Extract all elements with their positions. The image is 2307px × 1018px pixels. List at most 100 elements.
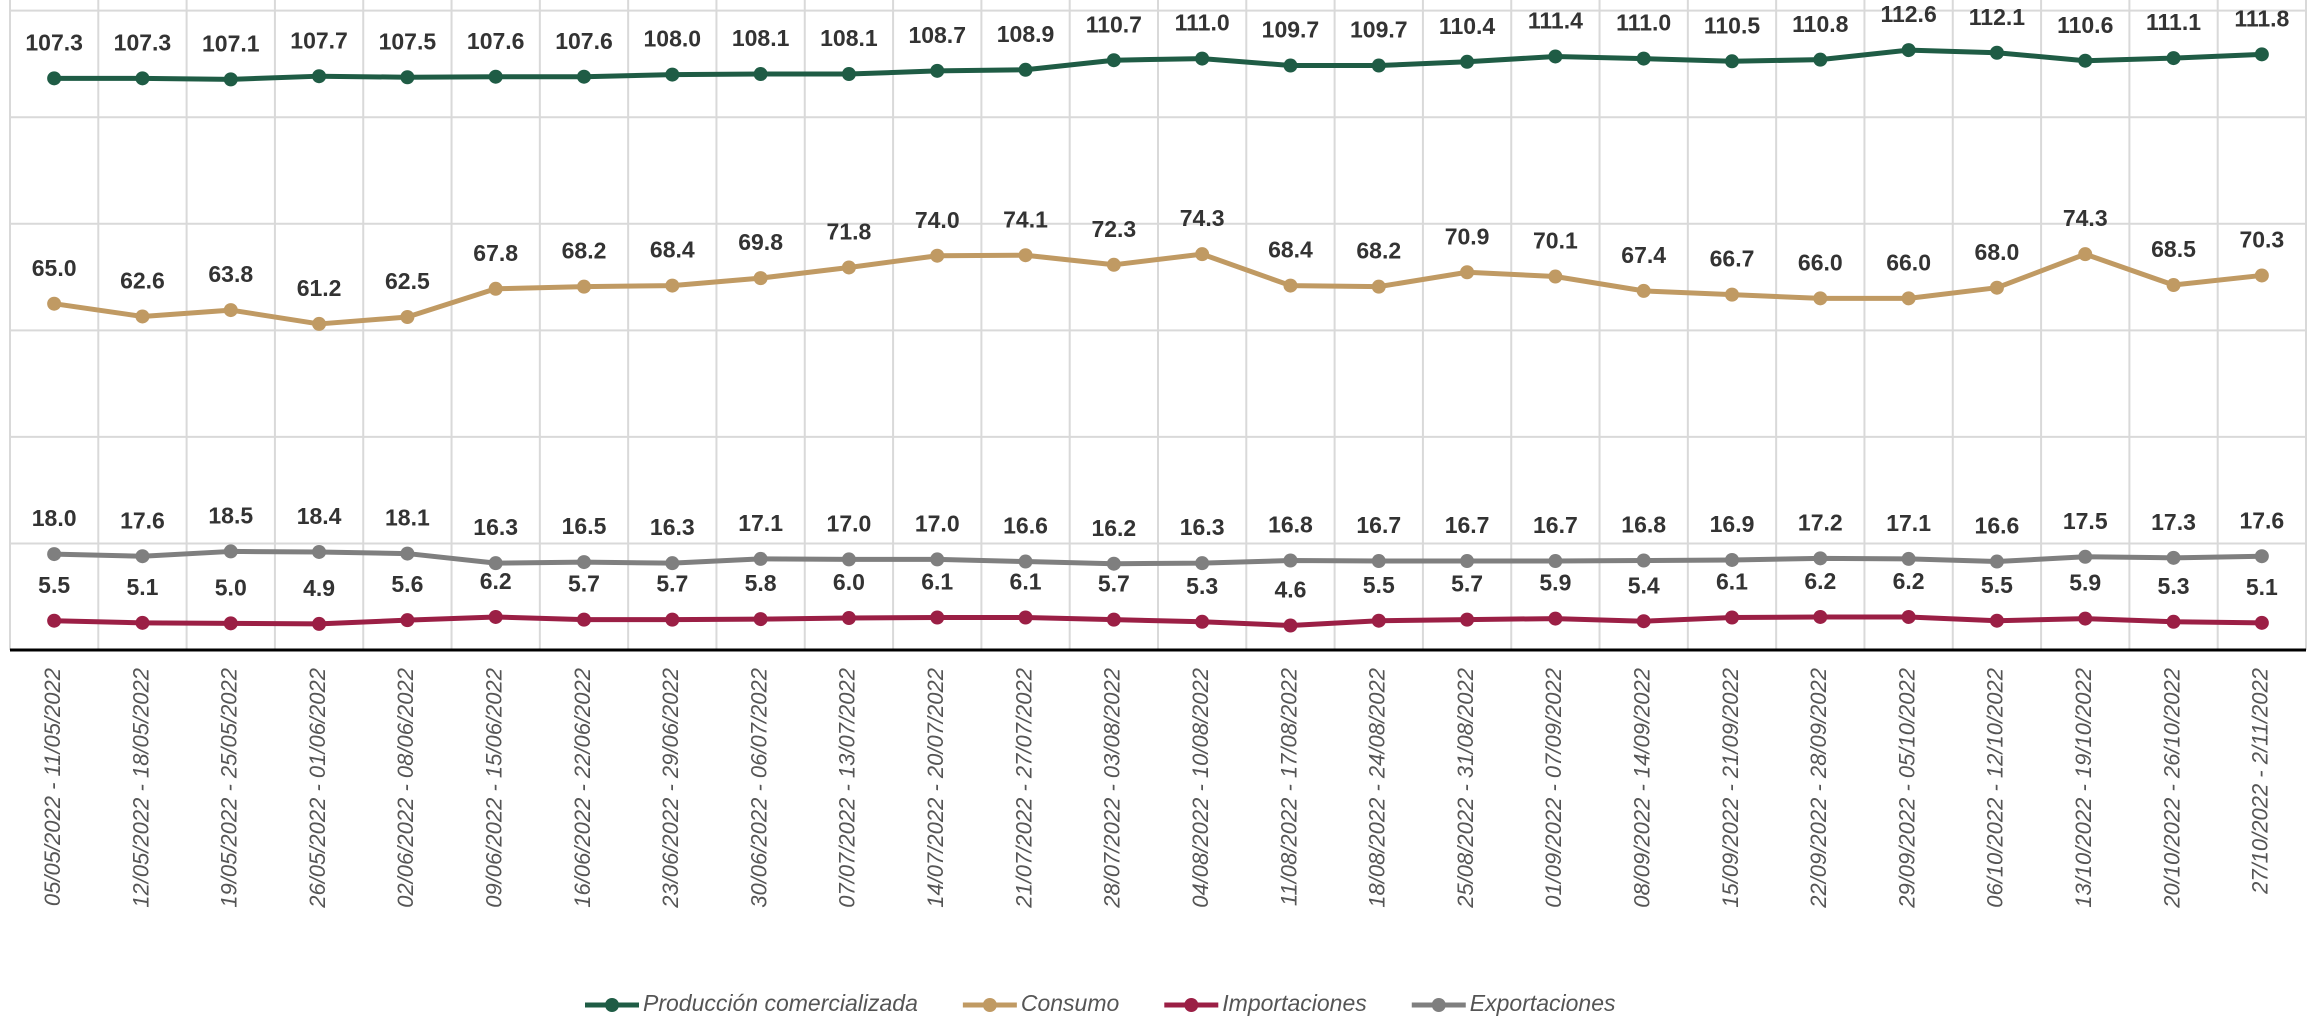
data-label: 5.8 [745, 570, 777, 596]
data-point [135, 549, 149, 563]
data-label: 5.0 [215, 574, 247, 600]
x-tick-label: 27/10/2022 - 2/11/2022 [2248, 668, 2273, 895]
data-label: 68.2 [562, 238, 607, 264]
x-tick-label: 16/06/2022 - 22/06/2022 [570, 668, 595, 908]
data-point [47, 547, 61, 561]
x-tick-label: 07/07/2022 - 13/07/2022 [835, 668, 860, 908]
data-label: 107.3 [25, 29, 83, 55]
data-point [224, 303, 238, 317]
data-point [1460, 55, 1474, 69]
data-point [2255, 47, 2269, 61]
data-label: 5.7 [1098, 571, 1130, 597]
data-point [1195, 247, 1209, 261]
data-point [842, 260, 856, 274]
data-label: 110.8 [1792, 11, 1848, 37]
data-point [312, 69, 326, 83]
data-point [1460, 613, 1474, 627]
data-point [2255, 549, 2269, 563]
data-point [2167, 278, 2181, 292]
data-point [1195, 615, 1209, 629]
data-label: 111.0 [1616, 10, 1671, 36]
data-label: 17.0 [915, 511, 960, 537]
data-point [224, 616, 238, 630]
x-tick-label: 09/06/2022 - 15/06/2022 [482, 668, 507, 908]
x-tick-label: 01/09/2022 - 07/09/2022 [1541, 668, 1566, 908]
data-label: 17.0 [827, 511, 872, 537]
data-label: 18.4 [297, 503, 342, 529]
data-point [577, 555, 591, 569]
data-point [1548, 270, 1562, 284]
data-point [1283, 553, 1297, 567]
data-label: 108.9 [997, 21, 1055, 47]
data-label: 16.8 [1621, 512, 1666, 538]
x-tick-label: 08/09/2022 - 14/09/2022 [1630, 668, 1655, 908]
data-point [1725, 54, 1739, 68]
data-label: 6.2 [480, 568, 512, 594]
x-tick-label: 22/09/2022 - 28/09/2022 [1806, 668, 1831, 909]
data-point [1372, 280, 1386, 294]
data-point [1019, 248, 1033, 262]
data-label: 107.1 [202, 30, 260, 56]
data-label: 74.0 [915, 207, 960, 233]
legend-marker [605, 998, 619, 1012]
data-label: 16.7 [1356, 512, 1401, 538]
data-label: 17.1 [738, 510, 783, 536]
data-point [47, 71, 61, 85]
data-point [224, 544, 238, 558]
data-point [1990, 555, 2004, 569]
data-point [665, 556, 679, 570]
data-point [930, 552, 944, 566]
x-tick-label: 26/05/2022 - 01/06/2022 [305, 668, 330, 909]
data-point [47, 297, 61, 311]
data-label: 108.7 [908, 22, 966, 48]
legend-marker [1184, 998, 1198, 1012]
data-label: 112.1 [1969, 4, 2025, 30]
x-tick-label: 21/07/2022 - 27/07/2022 [1011, 668, 1036, 909]
data-point [1902, 291, 1916, 305]
data-label: 108.1 [820, 25, 878, 51]
data-label: 5.5 [1981, 572, 2013, 598]
data-point [665, 279, 679, 293]
data-label: 5.9 [1539, 570, 1571, 596]
data-label: 67.4 [1621, 242, 1666, 268]
data-point [2078, 612, 2092, 626]
data-label: 18.5 [208, 503, 253, 529]
data-label: 74.1 [1003, 206, 1048, 232]
data-point [1283, 279, 1297, 293]
data-label: 16.3 [650, 514, 695, 540]
data-point [489, 282, 503, 296]
data-label: 112.6 [1880, 1, 1936, 27]
data-label: 110.4 [1439, 13, 1495, 39]
data-label: 16.6 [1003, 513, 1048, 539]
x-tick-label: 20/10/2022 - 26/10/2022 [2159, 668, 2184, 909]
data-point [665, 613, 679, 627]
data-label: 4.9 [303, 575, 335, 601]
data-point [754, 612, 768, 626]
data-label: 66.0 [1798, 249, 1843, 275]
data-label: 66.7 [1710, 246, 1755, 272]
data-label: 61.2 [297, 275, 342, 301]
data-label: 5.7 [656, 571, 688, 597]
data-label: 17.5 [2063, 508, 2108, 534]
x-tick-label: 25/08/2022 - 31/08/2022 [1453, 668, 1478, 909]
data-label: 70.9 [1445, 223, 1490, 249]
data-point [135, 71, 149, 85]
data-label: 109.7 [1350, 17, 1408, 43]
data-label: 107.6 [555, 28, 613, 54]
x-tick-label: 12/05/2022 - 18/05/2022 [128, 668, 153, 908]
x-tick-label: 02/06/2022 - 08/06/2022 [393, 668, 418, 908]
data-point [1902, 610, 1916, 624]
data-label: 70.1 [1533, 228, 1578, 254]
data-point [1019, 63, 1033, 77]
data-label: 109.7 [1262, 17, 1320, 43]
data-point [930, 249, 944, 263]
data-label: 110.7 [1086, 11, 1142, 37]
chart: 05/05/2022 - 11/05/202212/05/2022 - 18/0… [0, 0, 2307, 1018]
data-label: 16.7 [1445, 512, 1490, 538]
data-point [577, 613, 591, 627]
data-point [1990, 46, 2004, 60]
data-label: 6.1 [1716, 569, 1748, 595]
data-point [1637, 52, 1651, 66]
data-label: 6.0 [833, 569, 865, 595]
data-point [1019, 611, 1033, 625]
